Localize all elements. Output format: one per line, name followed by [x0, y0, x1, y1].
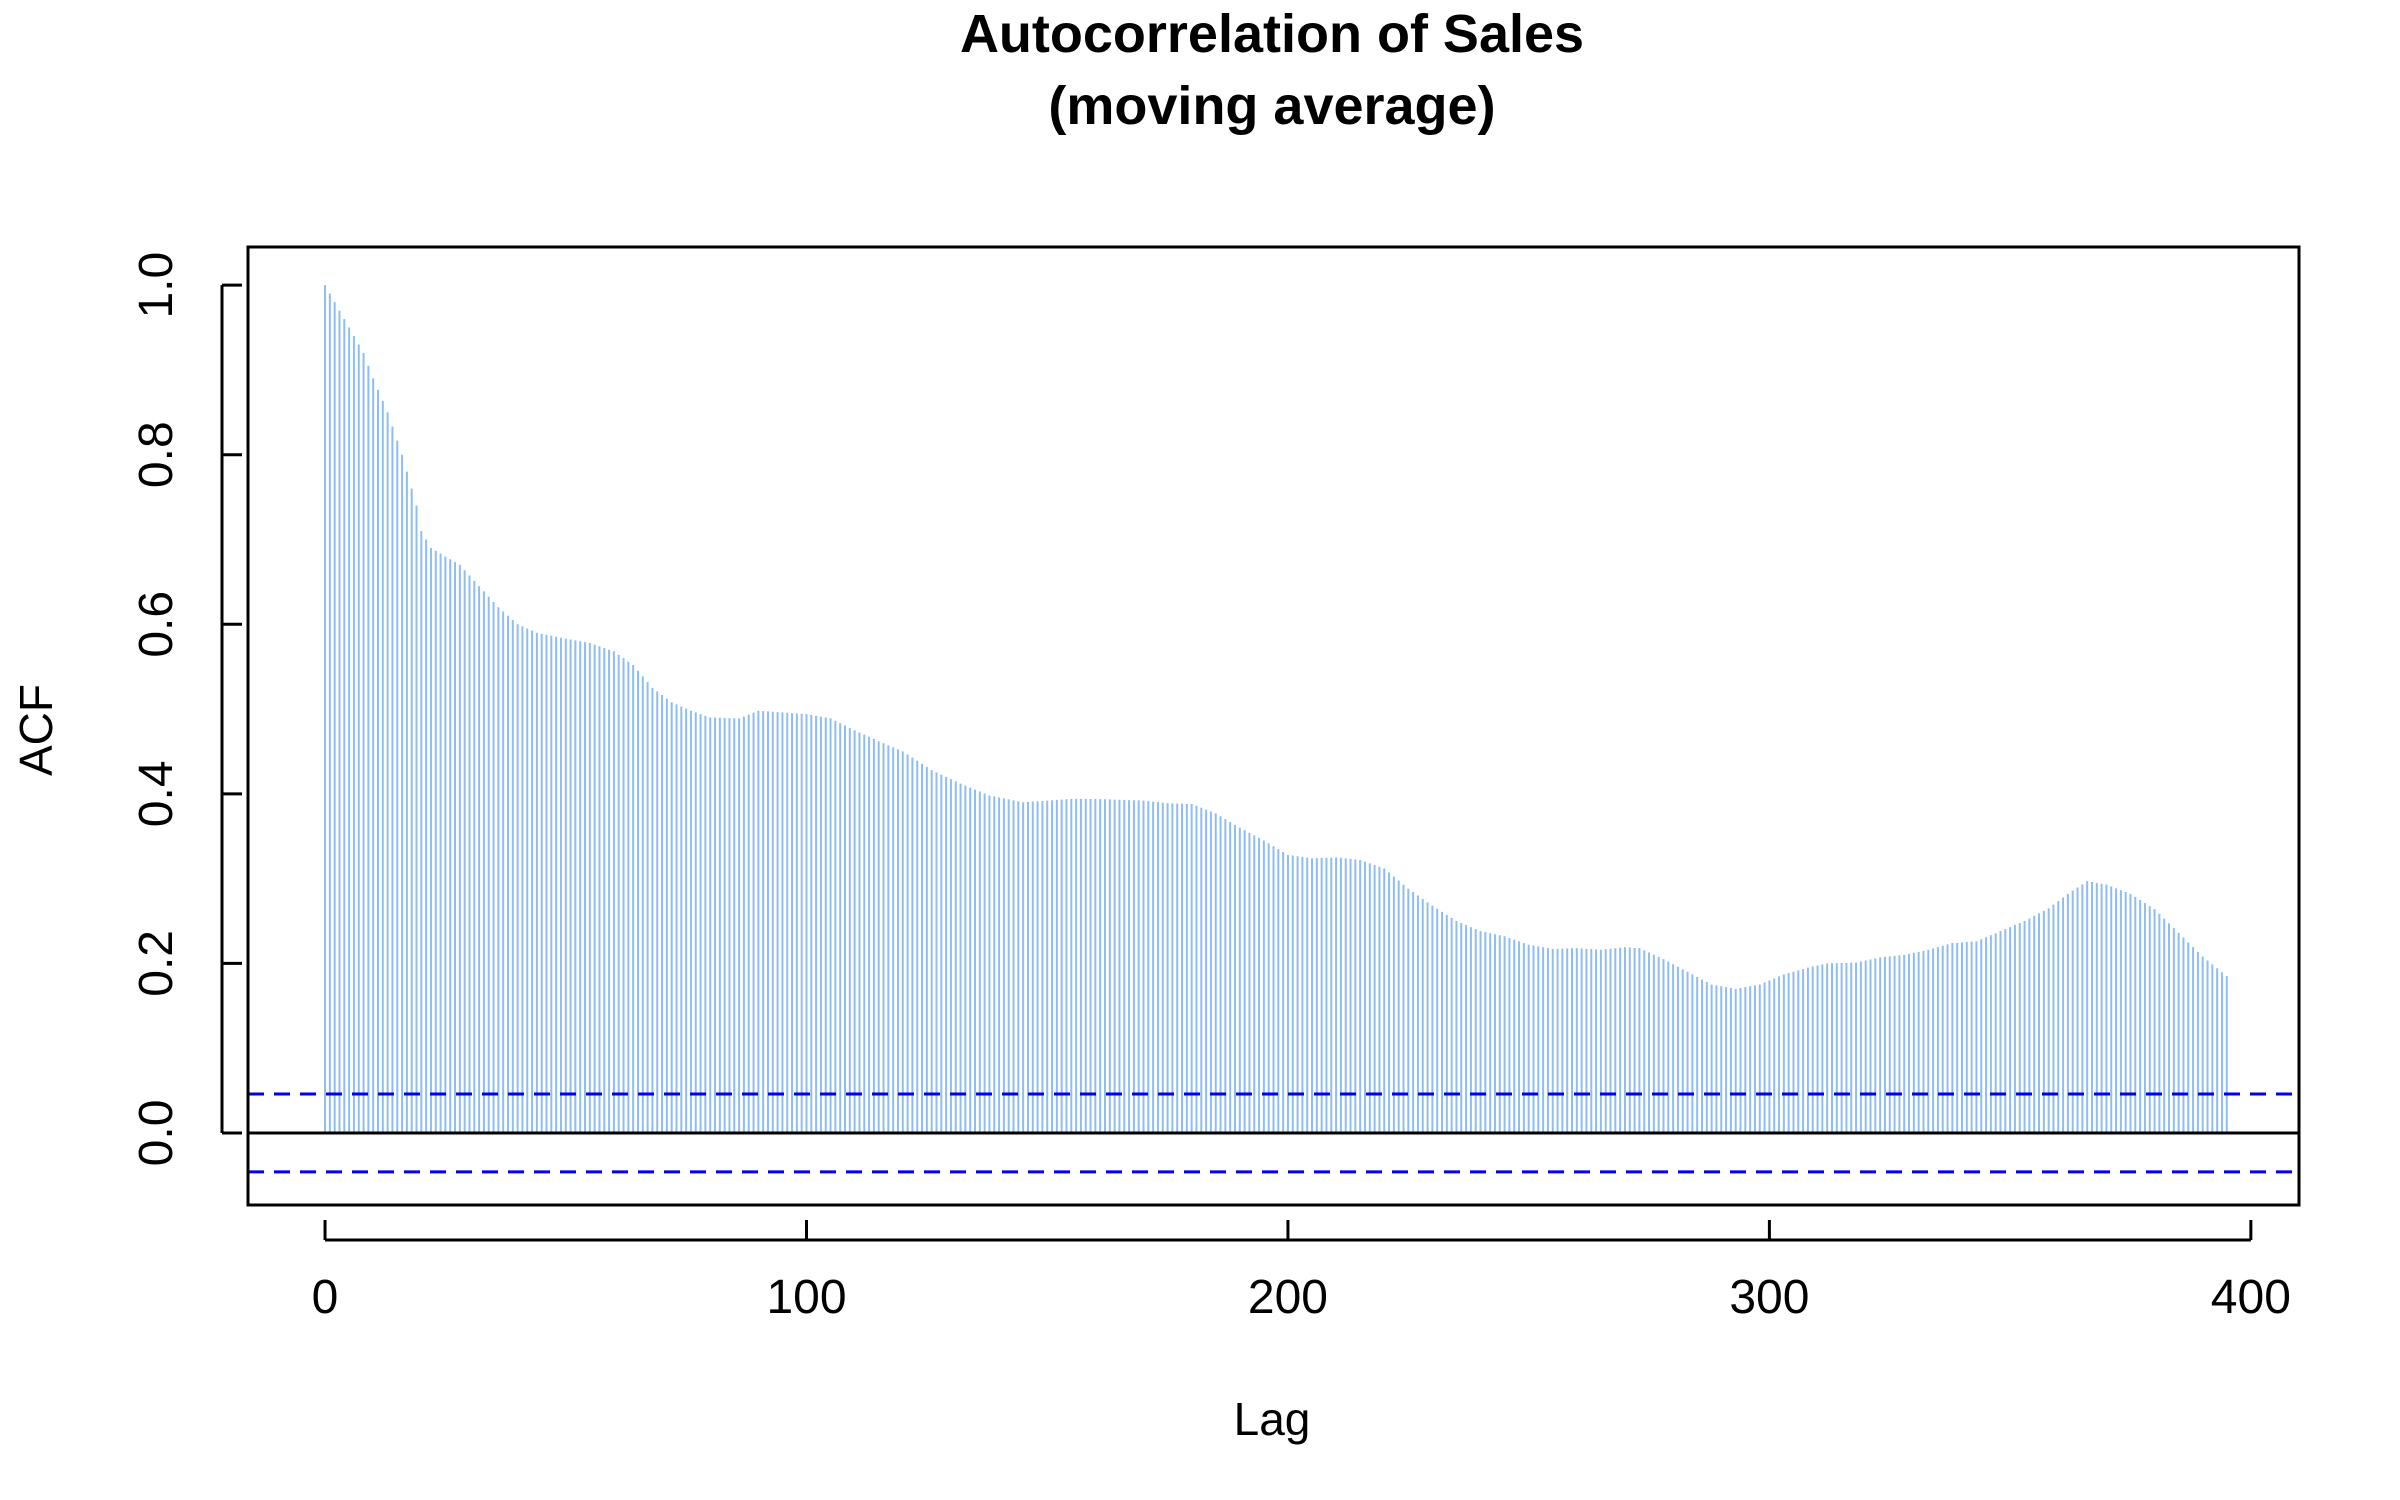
x-axis-label: Lag: [1234, 1393, 1311, 1445]
plot-frame: [246, 245, 2301, 1207]
x-tick-label-200: 200: [1248, 1271, 1328, 1324]
y-axis-label: ACF: [10, 684, 62, 776]
chart-title-line-2: (moving average): [1048, 76, 1495, 136]
y-tick-label-0.4: 0.4: [130, 760, 183, 827]
reference-lines: [248, 1092, 2299, 1174]
x-axis: 0 100 200 300 400: [312, 1220, 2291, 1324]
x-tick-label-0: 0: [312, 1271, 339, 1324]
chart-title-line-1: Autocorrelation of Sales: [960, 4, 1584, 64]
x-tick-label-300: 300: [1729, 1271, 1809, 1324]
y-tick-label-0.2: 0.2: [130, 930, 183, 997]
x-tick-label-100: 100: [766, 1271, 846, 1324]
y-tick-label-0.0: 0.0: [130, 1100, 183, 1167]
y-tick-label-0.6: 0.6: [130, 591, 183, 658]
acf-bars: [324, 285, 2228, 1133]
x-tick-label-400: 400: [2211, 1271, 2291, 1324]
y-axis: 0.0 0.2 0.4 0.6 0.8 1.0: [130, 252, 242, 1167]
y-tick-label-1.0: 1.0: [130, 252, 183, 319]
y-tick-label-0.8: 0.8: [130, 421, 183, 488]
